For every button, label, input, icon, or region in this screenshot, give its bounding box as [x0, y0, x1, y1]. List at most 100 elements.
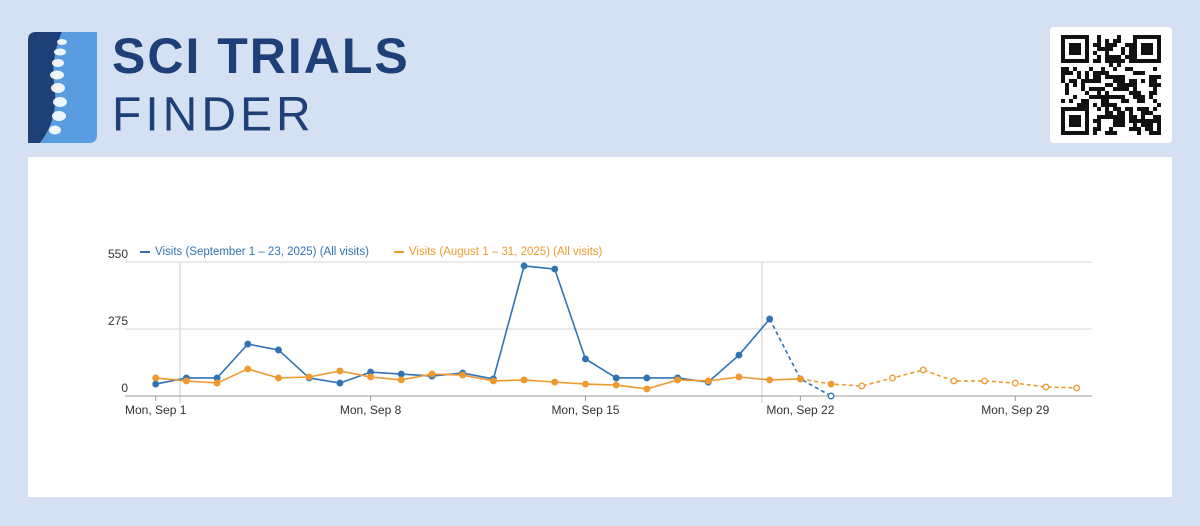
- qr-cell: [1065, 91, 1069, 95]
- qr-cell: [1133, 127, 1137, 131]
- qr-cell: [1105, 103, 1109, 107]
- qr-cell: [1065, 59, 1069, 63]
- point: [1073, 384, 1081, 392]
- qr-cell: [1153, 75, 1157, 79]
- qr-cell: [1093, 71, 1097, 75]
- qr-cell: [1061, 59, 1065, 63]
- qr-cell: [1061, 107, 1065, 111]
- qr-cell: [1157, 123, 1161, 127]
- qr-cell: [1113, 75, 1117, 79]
- y-tick-label: 550: [108, 247, 128, 261]
- qr-cell: [1061, 111, 1065, 115]
- qr-cell: [1157, 103, 1161, 107]
- qr-cell: [1097, 127, 1101, 131]
- point: [582, 380, 589, 388]
- point: [244, 365, 252, 373]
- qr-cell: [1097, 115, 1101, 119]
- qr-cell: [1061, 67, 1065, 71]
- qr-cell: [1141, 111, 1145, 115]
- qr-cell: [1077, 119, 1081, 123]
- qr-cell: [1093, 127, 1097, 131]
- qr-cell: [1073, 119, 1077, 123]
- qr-cell: [1141, 123, 1145, 127]
- qr-cell: [1061, 39, 1065, 43]
- qr-cell: [1129, 83, 1133, 87]
- qr-cell: [1109, 63, 1113, 67]
- point: [643, 385, 651, 393]
- point: [459, 371, 467, 379]
- qr-cell: [1149, 95, 1153, 99]
- qr-cell: [1129, 107, 1133, 111]
- qr-cell: [1117, 87, 1121, 91]
- point: [275, 374, 282, 382]
- point: [735, 373, 743, 381]
- qr-cell: [1117, 55, 1121, 59]
- qr-cell: [1097, 43, 1101, 47]
- qr-cell: [1125, 43, 1129, 47]
- qr-cell: [1093, 79, 1097, 83]
- qr-cell: [1065, 67, 1069, 71]
- point: [735, 351, 743, 359]
- qr-cell: [1133, 83, 1137, 87]
- chart-panel: [28, 157, 1172, 497]
- qr-cell: [1105, 59, 1109, 63]
- x-tick-label: Mon, Sep 29: [981, 403, 1049, 417]
- x-tick-label: Mon, Sep 15: [551, 403, 619, 417]
- qr-cell: [1117, 123, 1121, 127]
- legend-label: Visits (August 1 – 31, 2025) (All visits…: [409, 246, 603, 258]
- qr-cell: [1097, 79, 1101, 83]
- qr-cell: [1133, 115, 1137, 119]
- qr-cell: [1117, 79, 1121, 83]
- qr-cell: [1097, 91, 1101, 95]
- qr-cell: [1061, 119, 1065, 123]
- qr-cell: [1117, 119, 1121, 123]
- qr-cell: [1117, 59, 1121, 63]
- qr-cell: [1137, 131, 1141, 135]
- qr-cell: [1153, 35, 1157, 39]
- qr-cell: [1125, 87, 1129, 91]
- qr-cell: [1137, 119, 1141, 123]
- qr-cell: [1077, 43, 1081, 47]
- qr-cell: [1069, 123, 1073, 127]
- point: [367, 373, 375, 381]
- qr-cell: [1093, 59, 1097, 63]
- qr-cell: [1061, 55, 1065, 59]
- point: [766, 315, 774, 323]
- qr-cell: [1113, 119, 1117, 123]
- qr-cell: [1153, 79, 1157, 83]
- qr-cell: [1069, 119, 1073, 123]
- qr-cell: [1061, 123, 1065, 127]
- qr-cell: [1101, 71, 1105, 75]
- y-tick-label: 275: [108, 314, 128, 328]
- qr-cell: [1085, 79, 1089, 83]
- qr-cell: [1065, 35, 1069, 39]
- qr-cell: [1129, 55, 1133, 59]
- point: [336, 367, 344, 375]
- qr-cell: [1157, 119, 1161, 123]
- qr-cell: [1157, 131, 1161, 135]
- qr-cell: [1085, 115, 1089, 119]
- qr-cell: [1153, 87, 1157, 91]
- qr-cell: [1065, 131, 1069, 135]
- qr-cell: [1113, 115, 1117, 119]
- qr-cell: [1077, 107, 1081, 111]
- qr-cell: [1129, 47, 1133, 51]
- qr-cell: [1113, 95, 1117, 99]
- qr-cell: [1105, 107, 1109, 111]
- qr-cell: [1073, 123, 1077, 127]
- qr-cell: [1141, 115, 1145, 119]
- qr-cell: [1141, 71, 1145, 75]
- qr-cell: [1069, 47, 1073, 51]
- qr-cell: [1073, 35, 1077, 39]
- qr-cell: [1141, 79, 1145, 83]
- qr-cell: [1149, 119, 1153, 123]
- qr-cell: [1121, 83, 1125, 87]
- qr-cell: [1125, 99, 1129, 103]
- qr-cell: [1097, 59, 1101, 63]
- qr-cell: [1133, 35, 1137, 39]
- qr-cell: [1061, 131, 1065, 135]
- qr-cell: [1109, 115, 1113, 119]
- qr-cell: [1129, 43, 1133, 47]
